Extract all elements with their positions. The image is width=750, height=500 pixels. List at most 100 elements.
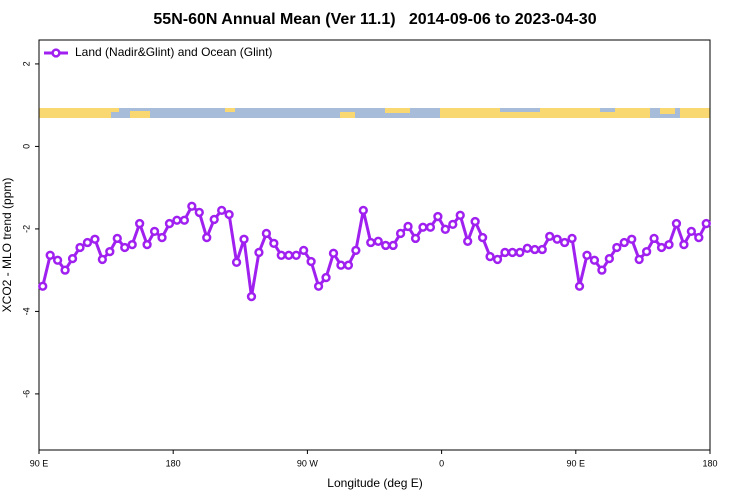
point — [291, 250, 301, 260]
point — [224, 209, 234, 220]
point — [582, 250, 592, 260]
point — [627, 234, 637, 244]
point — [679, 239, 689, 250]
point — [641, 246, 652, 257]
point — [522, 243, 532, 253]
y-tick-label: 0 — [21, 144, 31, 149]
point — [231, 257, 242, 267]
point — [477, 232, 488, 243]
x-tick-label: 180 — [166, 458, 181, 468]
y-tick-label: 2 — [21, 61, 31, 66]
point — [455, 210, 465, 220]
plot-frame — [38, 39, 711, 451]
point — [351, 245, 361, 256]
y-tick-label: -6 — [21, 390, 31, 398]
point — [492, 254, 503, 265]
point — [328, 248, 339, 258]
point — [612, 242, 622, 253]
point — [90, 234, 100, 244]
point — [269, 238, 279, 249]
point — [60, 265, 70, 275]
point — [358, 205, 368, 216]
point — [127, 239, 137, 250]
point — [381, 240, 391, 251]
point — [209, 214, 219, 225]
point — [135, 218, 145, 229]
point — [164, 218, 175, 229]
x-tick-label: 90 E — [30, 458, 49, 468]
point — [105, 246, 115, 257]
point — [254, 247, 264, 258]
point — [202, 232, 212, 243]
point — [38, 281, 48, 291]
point — [701, 218, 711, 229]
point — [537, 244, 547, 255]
legend-label: Land (Nadir&Glint) and Ocean (Glint) — [75, 45, 272, 59]
point — [470, 216, 480, 227]
point — [67, 253, 78, 264]
point — [567, 233, 577, 244]
x-axis-label: Longitude (deg E) — [327, 476, 422, 490]
point — [336, 260, 346, 270]
point — [142, 239, 152, 250]
chart-title: 55N-60N Annual Mean (Ver 11.1) 2014-09-0… — [153, 11, 596, 28]
point — [217, 205, 227, 216]
point — [157, 232, 167, 243]
point — [574, 281, 585, 291]
point — [515, 247, 525, 258]
point — [507, 247, 518, 258]
point — [261, 228, 272, 239]
point — [112, 233, 122, 244]
point — [75, 242, 85, 253]
point — [172, 215, 182, 225]
point — [656, 242, 667, 253]
point — [664, 239, 674, 250]
point — [634, 254, 644, 265]
legend-marker — [51, 48, 61, 58]
map-strip — [39, 108, 710, 118]
point — [559, 237, 570, 248]
point — [179, 215, 190, 225]
point — [410, 233, 421, 244]
point — [276, 250, 286, 260]
point — [418, 222, 428, 232]
point — [321, 272, 331, 283]
point — [388, 240, 398, 251]
x-tick-label: 0 — [439, 458, 444, 468]
point — [306, 256, 316, 267]
point — [500, 247, 510, 258]
point — [694, 232, 704, 243]
point — [82, 237, 93, 248]
y-tick-label: -4 — [21, 307, 31, 315]
point — [671, 218, 682, 229]
point — [403, 221, 413, 232]
point — [686, 226, 697, 237]
point — [373, 236, 383, 246]
point — [604, 253, 614, 264]
point — [552, 234, 562, 244]
point — [545, 231, 555, 241]
point — [485, 251, 495, 262]
point — [246, 291, 257, 302]
y-axis-label: XCO2 - MLO trend (ppm) — [0, 178, 14, 313]
point — [619, 237, 629, 248]
y-tick-label: -2 — [21, 225, 31, 233]
point — [187, 201, 197, 211]
point — [194, 207, 204, 218]
point — [448, 219, 458, 230]
point — [440, 224, 450, 234]
point — [649, 233, 659, 244]
point — [463, 236, 473, 246]
point — [284, 250, 294, 260]
point — [97, 254, 108, 265]
point — [45, 250, 55, 260]
point — [52, 255, 63, 265]
point — [433, 211, 443, 222]
point — [343, 260, 354, 270]
point — [366, 237, 376, 248]
point — [149, 226, 160, 237]
point — [530, 244, 540, 255]
point — [597, 265, 607, 275]
point — [395, 228, 406, 239]
